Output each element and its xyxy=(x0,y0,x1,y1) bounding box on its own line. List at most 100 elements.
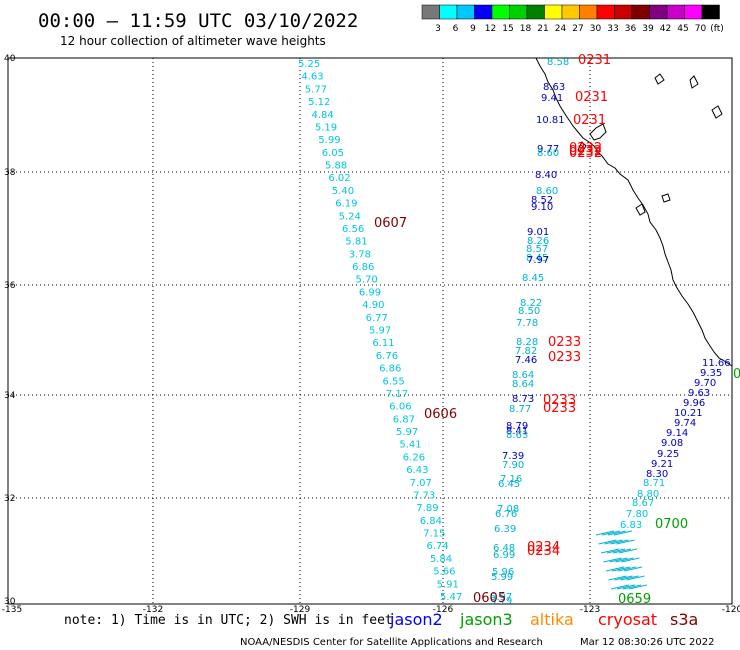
swh-value-track-b: 8.22 xyxy=(520,298,542,309)
lon-label: -129 xyxy=(290,605,311,615)
lat-lon-grid xyxy=(8,58,732,604)
pass-time-label: 0231 xyxy=(575,90,608,105)
overlapping-track-marks xyxy=(623,566,643,572)
swh-value-track-a: 6.74 xyxy=(427,541,449,552)
swh-value-track-a: 6.26 xyxy=(403,452,425,463)
pass-time-label: 0231 xyxy=(578,53,611,68)
colorbar-swatch xyxy=(666,4,685,20)
overlapping-track-marks xyxy=(612,548,632,554)
colorbar-tick-label: 18 xyxy=(520,24,532,34)
swh-value-track-b: 8.52 xyxy=(531,195,553,206)
overlapping-track-marks xyxy=(615,557,634,563)
lat-label: 30 xyxy=(4,597,16,607)
plot-frame xyxy=(7,57,733,605)
colorbar-tick-label: 36 xyxy=(625,24,637,34)
swh-value-track-c: 7.80 xyxy=(626,509,648,520)
swh-value-track-b: 7.78 xyxy=(516,318,538,329)
lat-label: 32 xyxy=(4,494,15,504)
swh-value-track-a: 5.24 xyxy=(339,211,361,222)
swh-value-track-b: 7.39 xyxy=(502,451,524,462)
swh-value-track-c: 8.80 xyxy=(637,489,659,500)
swh-value-track-a: 6.06 xyxy=(389,402,411,413)
colorbar-tick-label: 30 xyxy=(590,24,602,34)
overlapping-track-marks xyxy=(620,575,639,581)
colorbar-swatch xyxy=(649,4,668,20)
overlapping-track-marks xyxy=(618,548,638,554)
swh-value-track-b: 8.40 xyxy=(535,170,557,181)
colorbar-swatch xyxy=(701,4,720,20)
pass-time-label: 0700 xyxy=(655,517,688,532)
swh-value-track-b: 7.82 xyxy=(515,346,537,357)
swh-value-track-b: 5.99 xyxy=(491,572,513,583)
pass-time-label: 0605 xyxy=(473,591,506,606)
swh-value-track-a: 7.17 xyxy=(386,389,408,400)
colorbar-swatch xyxy=(631,4,650,20)
swh-value-track-c: 9.70 xyxy=(694,378,716,389)
satellite-legend: jason2 jason3 altika cryosat s3a xyxy=(389,610,698,629)
satellite-legend-cryosat: cryosat xyxy=(598,610,657,629)
swh-value-track-c: 10.21 xyxy=(674,408,703,419)
colorbar-swatch xyxy=(526,4,545,20)
overlapping-track-marks xyxy=(617,566,637,572)
swh-value-track-a: 4.84 xyxy=(312,110,334,121)
pass-time-label: 0234 xyxy=(527,540,560,555)
swh-value-track-a: 6.87 xyxy=(393,414,415,425)
swh-value-track-b: 10.81 xyxy=(536,115,565,126)
swh-value-track-a: 5.99 xyxy=(318,135,340,146)
swh-value-track-b: 8.63 xyxy=(543,82,565,93)
overlapping-track-marks xyxy=(613,530,633,536)
overlapping-track-marks xyxy=(603,557,622,563)
overlapping-track-marks xyxy=(611,566,631,572)
swh-value-track-a: 6.56 xyxy=(342,224,364,235)
swh-value-track-b: 5.96 xyxy=(492,567,514,578)
swh-value-track-a: 5.41 xyxy=(399,440,421,451)
swh-value-track-b: 8.64 xyxy=(512,379,534,390)
swh-value-track-b: 8.79 xyxy=(506,421,528,432)
colorbar-swatch xyxy=(491,4,510,20)
pass-time-label: 0232 xyxy=(569,144,602,159)
swh-value-track-c: 8.71 xyxy=(643,478,665,489)
overlapping-track-marks xyxy=(610,539,629,545)
swh-value-track-b: 9.41 xyxy=(541,93,563,104)
swh-value-track-b: 7.90 xyxy=(502,460,524,471)
overlapping-track-marks xyxy=(604,539,623,545)
colorbar-tick-label: 70 xyxy=(695,24,707,34)
swh-value-track-c: 9.74 xyxy=(674,418,696,429)
swh-value-track-b: 8.60 xyxy=(537,148,559,159)
pass-time-label: 0233 xyxy=(543,401,576,416)
swh-value-track-a: 5.77 xyxy=(305,84,327,95)
colorbar-tick-label: 27 xyxy=(572,24,583,34)
swh-value-track-b: 9.10 xyxy=(531,202,553,213)
swh-value-track-a: 5.97 xyxy=(369,326,391,337)
swh-value-track-b: 8.26 xyxy=(527,236,549,247)
pass-time-label: 0233 xyxy=(548,335,581,350)
colorbar-tick-label: (ft) xyxy=(710,24,724,34)
satellite-legend-jason3: jason3 xyxy=(459,610,513,629)
colorbar-tick-label: 12 xyxy=(485,24,496,34)
swh-value-track-c: 9.21 xyxy=(651,459,673,470)
pass-time-label: 0231 xyxy=(573,113,606,128)
overlapping-track-marks xyxy=(626,575,645,581)
swh-value-track-a: 6.11 xyxy=(372,338,394,349)
swh-value-track-c: 9.25 xyxy=(657,449,679,460)
swh-value-track-a: 7.07 xyxy=(410,478,432,489)
swh-value-track-b: 8.28 xyxy=(516,337,538,348)
swh-value-track-a: 5.66 xyxy=(433,567,455,578)
pass-time-label: 0233 xyxy=(543,393,576,408)
coastline xyxy=(535,57,733,367)
swh-value-track-b: 7.97 xyxy=(527,255,549,266)
colorbar-tick-label: 45 xyxy=(677,24,688,34)
colorbar-swatch xyxy=(684,4,703,20)
colorbar-tick-label: 15 xyxy=(502,24,513,34)
lat-label: 36 xyxy=(4,281,16,291)
overlapping-track-marks xyxy=(605,566,625,572)
swh-value-track-b: 8.73 xyxy=(512,394,534,405)
swh-value-track-b: 8.50 xyxy=(518,306,540,317)
swh-value-track-a: 3.78 xyxy=(349,249,371,260)
colorbar-swatch xyxy=(474,4,493,20)
swh-value-track-a: 4.90 xyxy=(362,300,384,311)
swh-value-track-b: 8.63 xyxy=(506,430,528,441)
swh-value-track-b: 8.77 xyxy=(509,404,531,415)
swh-value-track-b: 5.79 xyxy=(490,596,512,607)
